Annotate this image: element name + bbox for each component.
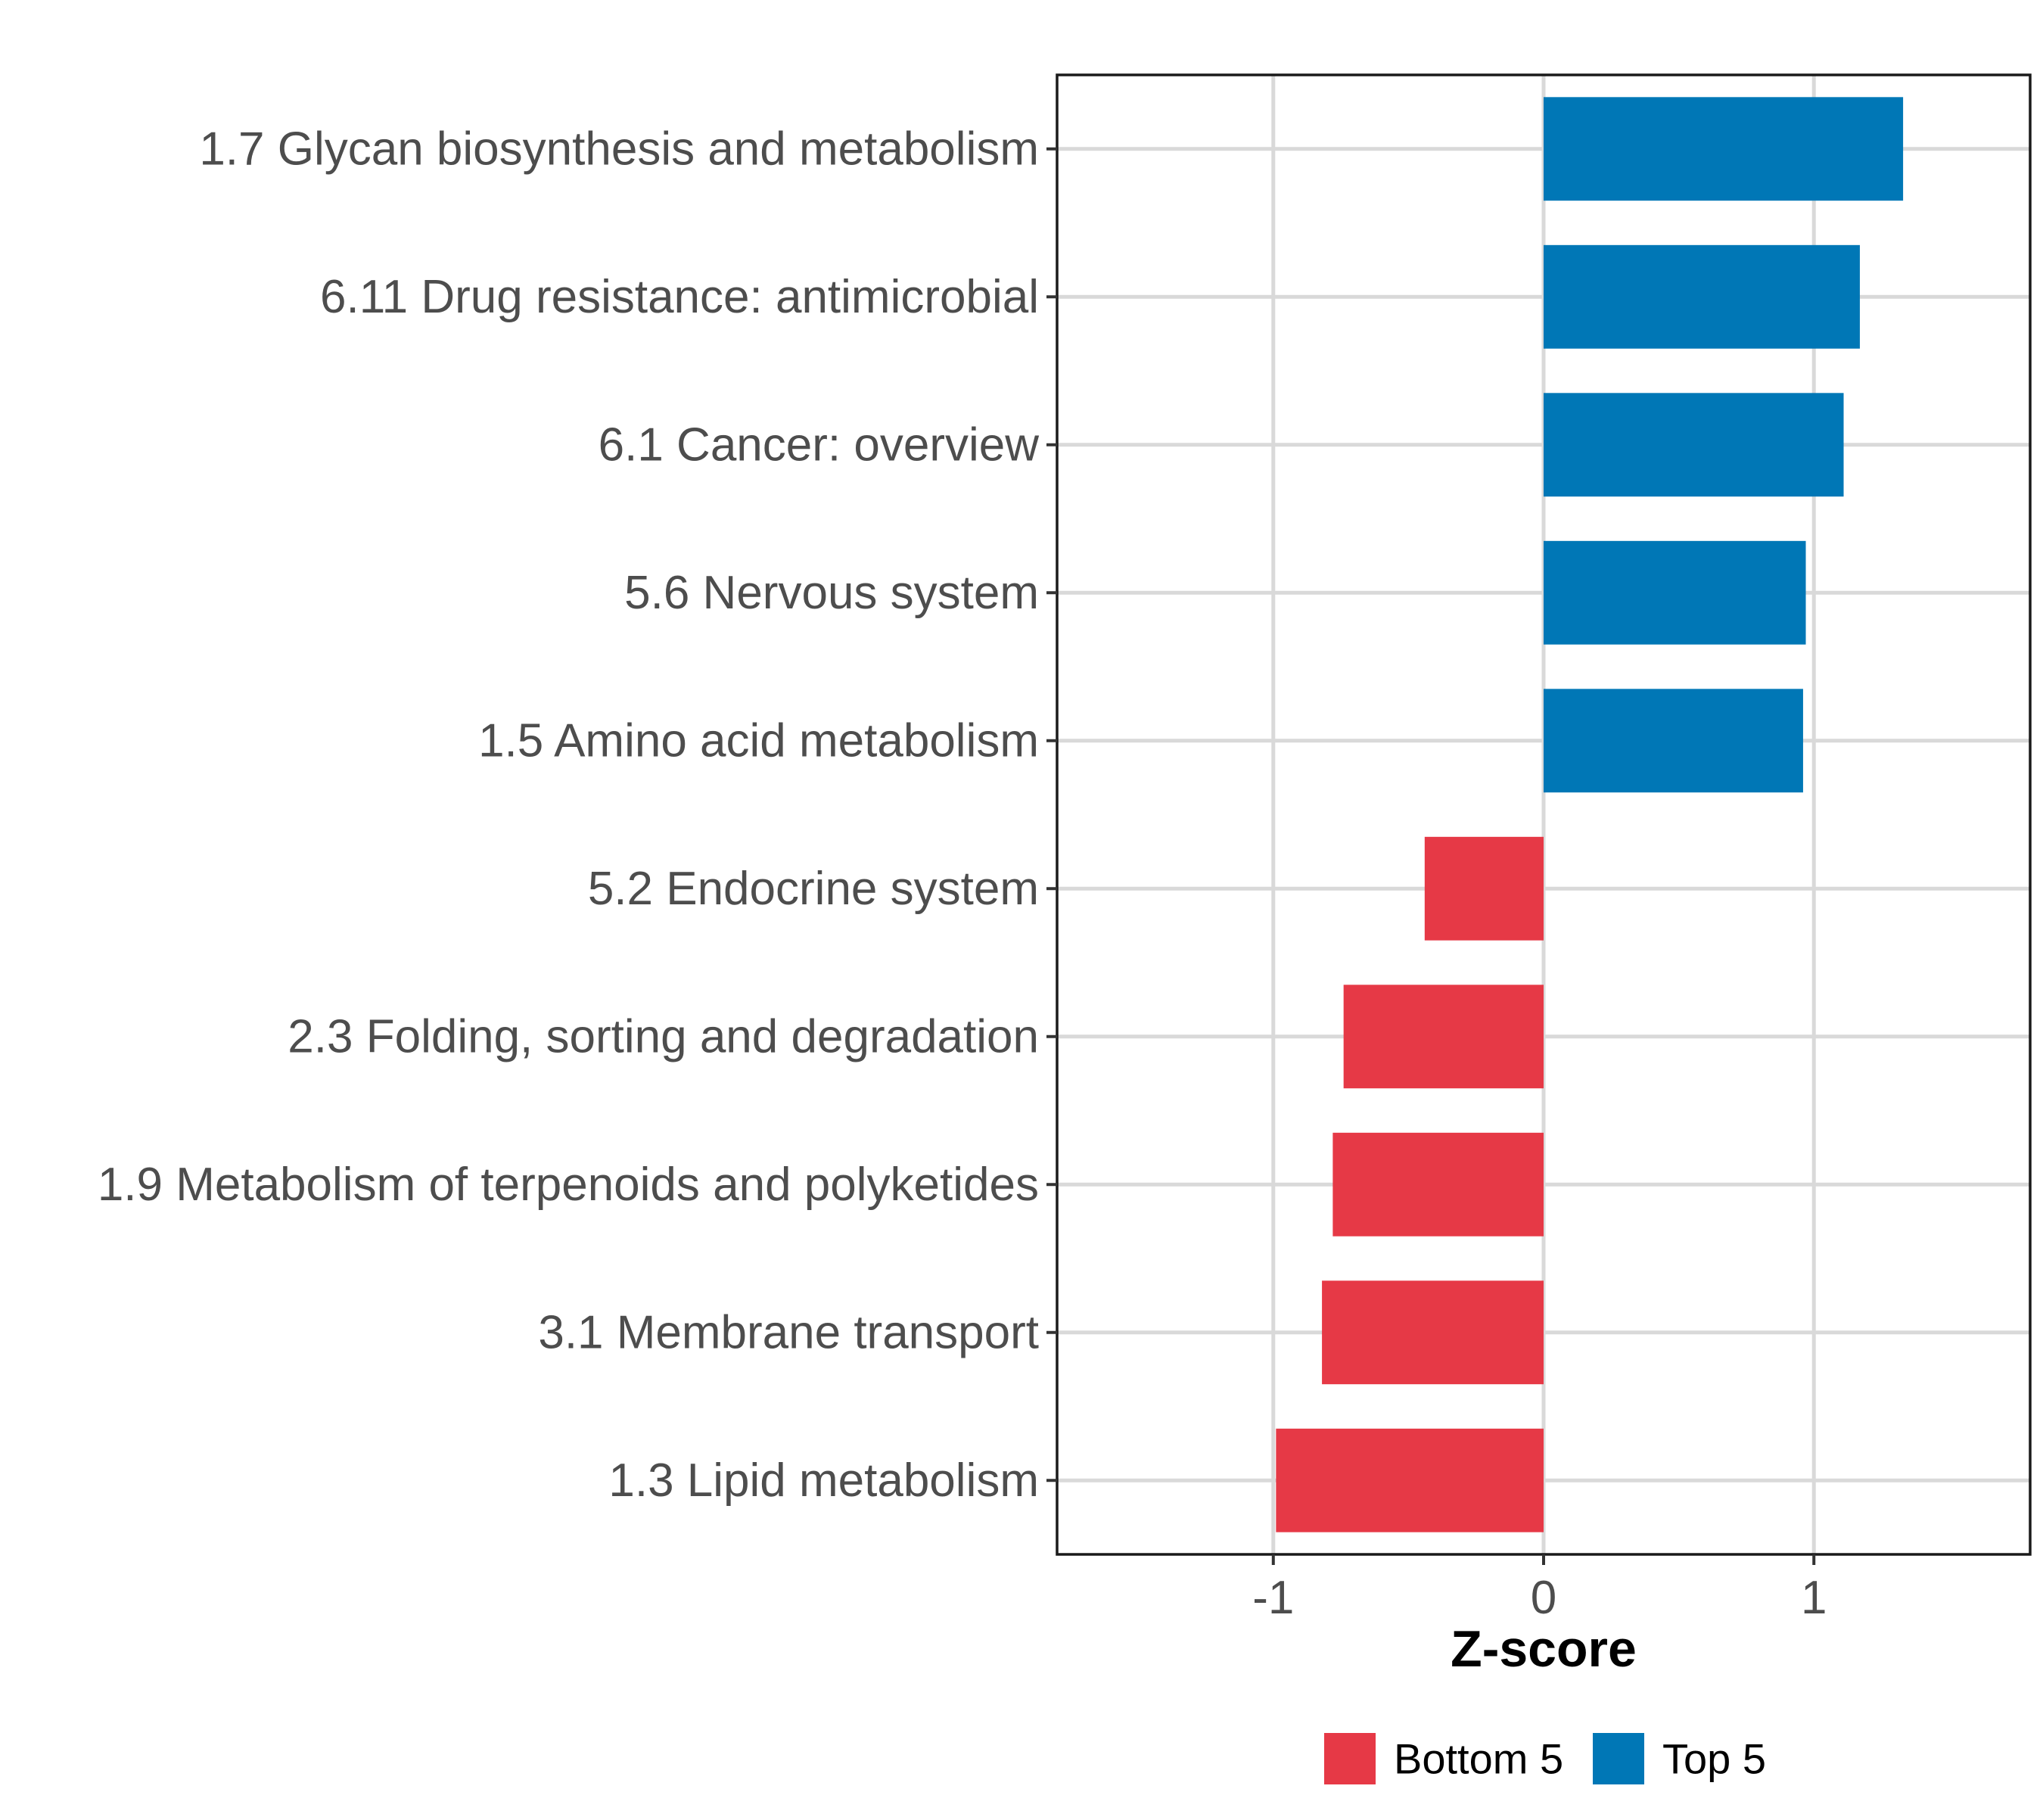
legend-label: Top 5 — [1662, 1735, 1766, 1783]
category-label: 1.9 Metabolism of terpenoids and polyket… — [98, 1159, 1039, 1211]
x-tick-label: 1 — [1801, 1572, 1827, 1624]
category-label: 5.2 Endocrine system — [588, 863, 1039, 915]
x-axis-title: Z-score — [1451, 1620, 1637, 1678]
category-label: 3.1 Membrane transport — [538, 1306, 1039, 1358]
category-label: 6.11 Drug resistance: antimicrobial — [320, 271, 1039, 323]
bar-bottom5 — [1424, 836, 1544, 941]
category-label: 2.3 Folding, sorting and degradation — [288, 1010, 1039, 1062]
bar-top5 — [1544, 689, 1803, 793]
category-label: 1.7 Glycan biosynthesis and metabolism — [199, 123, 1039, 175]
x-tick-label: 0 — [1531, 1572, 1556, 1624]
x-tick-label: -1 — [1252, 1572, 1294, 1624]
legend-label: Bottom 5 — [1394, 1735, 1563, 1783]
category-label: 5.6 Nervous system — [624, 567, 1039, 619]
bar-top5 — [1544, 393, 1844, 497]
bar-bottom5 — [1343, 985, 1544, 1089]
bar-top5 — [1544, 540, 1806, 645]
legend-swatch-top5 — [1593, 1733, 1644, 1784]
bar-bottom5 — [1332, 1132, 1544, 1237]
category-label: 1.3 Lipid metabolism — [608, 1454, 1039, 1507]
bar-bottom5 — [1276, 1428, 1544, 1532]
bar-bottom5 — [1322, 1280, 1544, 1385]
bar-top5 — [1544, 244, 1860, 349]
category-label: 1.5 Amino acid metabolism — [478, 714, 1039, 767]
category-label: 6.1 Cancer: overview — [599, 418, 1040, 471]
bar-top5 — [1544, 97, 1904, 201]
legend-swatch-bottom5 — [1324, 1733, 1376, 1784]
